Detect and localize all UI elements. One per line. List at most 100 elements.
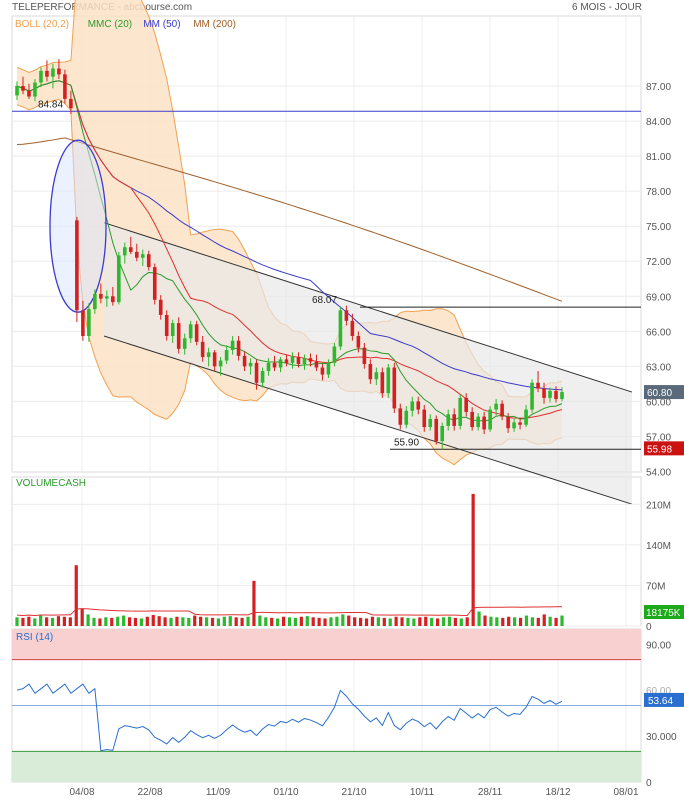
y-tick-label: 57.00	[646, 432, 671, 443]
candle-body	[123, 247, 127, 256]
mm200-line	[16, 137, 563, 302]
volume-bar	[228, 616, 232, 626]
volume-bar	[62, 616, 66, 626]
volume-bar	[382, 617, 386, 626]
candle-body	[554, 390, 558, 400]
volume-bar	[347, 615, 351, 626]
volume-bar	[276, 618, 280, 626]
candle-body	[230, 340, 235, 351]
candle-body	[320, 367, 325, 375]
volume-bar	[199, 616, 203, 626]
volume-bar	[293, 617, 298, 626]
volume-bar	[388, 618, 392, 626]
vol-y-tick-label: 0	[646, 622, 652, 633]
x-tick-label: 28/11	[478, 787, 503, 798]
candle-body	[296, 357, 301, 365]
volume-bar	[21, 617, 25, 626]
volume-bar	[311, 617, 315, 626]
volume-bar	[74, 565, 78, 626]
rsi-y-tick-label: 30.000	[646, 732, 677, 743]
volume-bar	[15, 617, 19, 626]
volume-bar	[181, 617, 185, 626]
volume-bar	[122, 615, 126, 626]
candle-body	[87, 309, 91, 336]
volume-bar	[104, 617, 108, 626]
candle-body	[506, 416, 510, 429]
candle-body	[308, 358, 313, 362]
volume-bar	[530, 617, 534, 626]
rsi-title: RSI (14)	[16, 632, 53, 643]
volume-bar	[204, 617, 209, 626]
candle-body	[530, 382, 534, 410]
candle-body	[254, 362, 259, 383]
volume-bar	[175, 616, 179, 626]
x-tick-label: 21/10	[341, 787, 366, 798]
candle-body	[134, 251, 139, 258]
candle-body	[176, 323, 181, 349]
volume-bar	[358, 617, 363, 626]
candle-body	[111, 296, 115, 303]
legend-entry: MMC (20)	[88, 19, 132, 30]
mm20-line	[16, 80, 563, 419]
x-tick-label: 22/08	[137, 787, 162, 798]
volume-bar	[453, 617, 457, 626]
candle-body	[416, 401, 421, 410]
candle-body	[380, 372, 385, 394]
candle-body	[75, 220, 79, 311]
candle-body	[260, 371, 265, 383]
volume-last-label: 18175K	[646, 608, 681, 619]
candle-body	[542, 388, 546, 398]
candle-body	[524, 409, 528, 425]
candle-body	[386, 367, 391, 394]
candle-body	[434, 418, 439, 442]
volume-bar	[151, 614, 155, 626]
y-tick-label: 72.00	[646, 257, 671, 268]
rsi-last-label: 53.64	[648, 696, 673, 707]
candle-body	[194, 324, 199, 342]
trend-channel-lower	[103, 335, 633, 505]
volume-bar	[412, 618, 416, 626]
candle-body	[182, 338, 187, 349]
legend-entry: MM (200)	[193, 19, 236, 30]
x-tick-label: 11/09	[206, 787, 231, 798]
volume-bar	[489, 616, 493, 626]
volume-bar	[86, 614, 90, 626]
hline-mid-label: 68.07	[312, 295, 337, 306]
candle-body	[422, 409, 427, 428]
low-marker-box	[644, 441, 684, 456]
trend-channel-fill	[104, 222, 632, 505]
candle-body	[39, 70, 43, 83]
volume-bar	[27, 616, 31, 626]
volume-bar	[56, 616, 61, 626]
candle-body	[33, 82, 37, 97]
volume-title: VOLUMECASH	[16, 478, 86, 489]
volume-bar	[305, 616, 309, 626]
volume-bar	[127, 617, 132, 626]
volume-bar	[45, 617, 49, 626]
volume-bar	[80, 608, 84, 626]
rsi-overbought-zone	[12, 629, 641, 660]
volume-bar	[518, 617, 523, 626]
candle-body	[362, 347, 367, 365]
candle-body	[158, 299, 163, 315]
volume-bar	[341, 614, 345, 626]
volume-bar	[193, 615, 197, 626]
candle-body	[57, 68, 61, 75]
volume-bar	[513, 617, 517, 626]
candle-body	[404, 410, 409, 425]
volume-bar	[139, 618, 144, 626]
volume-bar	[554, 617, 558, 626]
y-tick-label: 60.00	[646, 397, 671, 408]
volume-bar	[353, 617, 357, 626]
candle-body	[368, 364, 373, 380]
volume-bar	[287, 617, 292, 626]
y-tick-label: 78.00	[646, 187, 671, 198]
chart-period: 6 MOIS - JOUR	[571, 2, 642, 13]
volume-bar	[92, 617, 96, 626]
volume-bar	[459, 618, 463, 626]
candle-body	[272, 362, 277, 368]
vol-y-tick-label: 70M	[646, 581, 665, 592]
candle-body	[105, 296, 109, 299]
legend-entry: MM (50)	[143, 19, 180, 30]
candle-body	[398, 408, 403, 425]
